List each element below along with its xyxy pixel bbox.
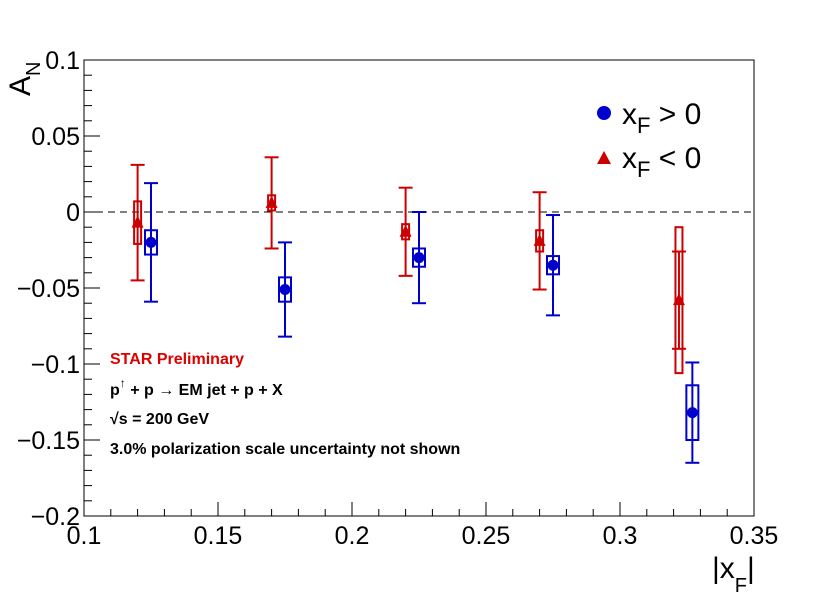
systematic-error-box bbox=[546, 255, 560, 276]
systematic-error-box bbox=[685, 384, 700, 441]
legend-xf-positive-sub: F bbox=[637, 113, 650, 138]
y-tick-label: −0.1 bbox=[31, 351, 80, 379]
y-tick-labels: −0.2 −0.15 −0.1 −0.05 0 0.05 0.1 bbox=[17, 47, 80, 531]
reaction-spin-arrow: ↑ bbox=[120, 376, 126, 390]
y-tick-label: −0.15 bbox=[17, 427, 80, 455]
y-tick-label: −0.2 bbox=[31, 503, 80, 531]
legend-xf-positive-main: x bbox=[622, 98, 637, 131]
y-tick-label: 0 bbox=[66, 199, 80, 227]
x-tick-label: 0.35 bbox=[730, 522, 779, 550]
data-point-marker bbox=[399, 224, 412, 237]
energy-rest: s = 200 GeV bbox=[119, 411, 210, 428]
y-axis-title-sub: N bbox=[23, 62, 45, 76]
y-tick-label: −0.05 bbox=[17, 275, 80, 303]
data-point-marker bbox=[686, 407, 698, 419]
reaction-label: p↑ + p → EM jet + p + X bbox=[110, 376, 283, 399]
x-tick-label: 0.15 bbox=[194, 522, 243, 550]
series-xf-positive bbox=[144, 182, 700, 464]
systematic-error-box bbox=[144, 229, 158, 256]
data-point-marker bbox=[672, 293, 685, 306]
legend-xf-negative-rel: < 0 bbox=[650, 142, 701, 175]
reaction-beam: p bbox=[110, 382, 120, 399]
axis-ticks bbox=[83, 59, 755, 517]
legend-xf-negative-sub: F bbox=[637, 157, 650, 182]
x-tick-labels: 0.1 0.15 0.2 0.25 0.3 0.35 bbox=[67, 522, 779, 550]
legend-xf-positive-rel: > 0 bbox=[650, 98, 701, 131]
energy-sqrt: √ bbox=[110, 411, 119, 428]
collaboration-label: STAR Preliminary bbox=[110, 351, 244, 368]
legend-marker-xf-positive bbox=[597, 106, 611, 120]
legend-label-xf-positive: xF > 0 bbox=[622, 98, 701, 138]
series-xf-negative bbox=[130, 156, 686, 375]
data-points bbox=[130, 156, 700, 464]
data-point-marker bbox=[547, 259, 559, 271]
energy-label: √s = 200 GeV bbox=[110, 411, 209, 428]
data-point-marker bbox=[131, 215, 144, 228]
legend-label-xf-negative: xF < 0 bbox=[622, 142, 701, 182]
data-point-marker bbox=[533, 233, 546, 246]
legend: xF > 0 xF < 0 bbox=[597, 98, 701, 182]
x-axis-title-sub: F bbox=[735, 575, 747, 597]
systematic-error-box bbox=[412, 247, 426, 268]
y-tick-label: 0.1 bbox=[45, 47, 80, 75]
polarization-note: 3.0% polarization scale uncertainty not … bbox=[110, 441, 460, 458]
data-point-marker bbox=[145, 236, 157, 248]
data-point-marker bbox=[265, 195, 278, 208]
x-axis-title: |xF| bbox=[712, 552, 755, 597]
legend-marker-xf-negative bbox=[597, 151, 611, 164]
x-tick-label: 0.3 bbox=[603, 522, 638, 550]
reaction-rest: + p → EM jet + p + X bbox=[126, 382, 283, 399]
legend-xf-negative-main: x bbox=[622, 142, 637, 175]
data-point-marker bbox=[413, 252, 425, 264]
x-axis-title-main: |x bbox=[712, 552, 735, 585]
x-tick-label: 0.1 bbox=[67, 522, 102, 550]
systematic-error-box bbox=[278, 276, 292, 303]
x-tick-label: 0.25 bbox=[462, 522, 511, 550]
y-tick-label: 0.05 bbox=[31, 123, 80, 151]
x-tick-label: 0.2 bbox=[335, 522, 370, 550]
x-axis-title-close: | bbox=[747, 552, 755, 585]
data-point-marker bbox=[279, 284, 291, 296]
annotations: STAR Preliminary p↑ + p → EM jet + p + X… bbox=[110, 351, 460, 458]
